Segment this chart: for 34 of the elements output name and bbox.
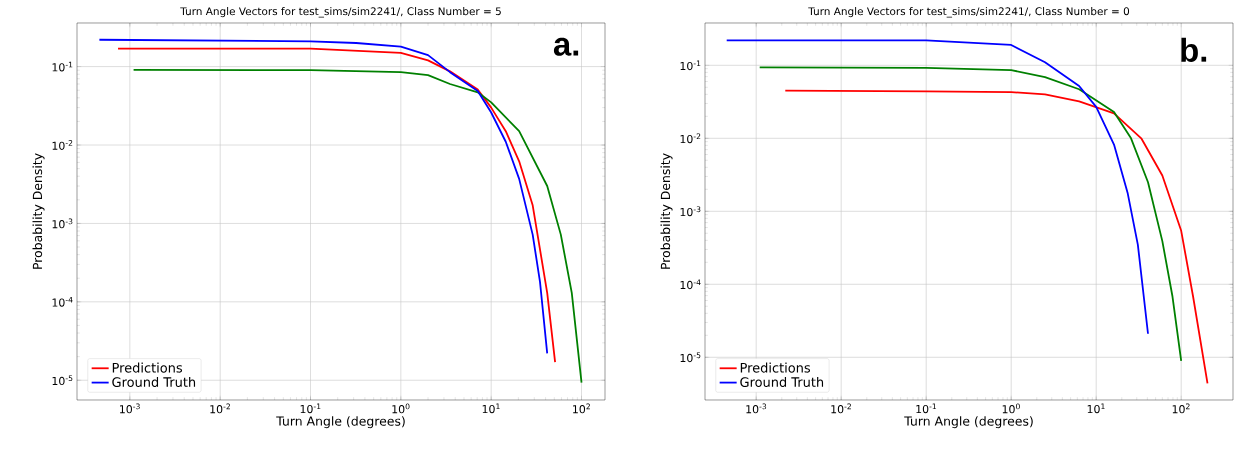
x-axis-title: Turn Angle (degrees) — [904, 416, 1033, 429]
x-tick-label: 10$^{-1}$ — [916, 403, 937, 414]
y-tick-label: 10$^{-4}$ — [52, 296, 73, 307]
y-tick-label: 10$^{-1}$ — [52, 61, 73, 72]
y-tick-label: 10$^{-2}$ — [680, 133, 701, 144]
x-tick-label: 10$^{1}$ — [482, 403, 500, 414]
y-tick-label: 10$^{-3}$ — [52, 218, 73, 229]
y-tick-label: 10$^{-3}$ — [680, 206, 701, 217]
annotation: a. — [553, 37, 579, 56]
y-axis-title: Probability Density — [32, 153, 45, 269]
y-tick-label: 10$^{-4}$ — [680, 279, 701, 290]
annotation: b. — [1181, 37, 1207, 62]
chart-title: Turn Angle Vectors for test_sims/sim2241/, Class Number = 0 — [808, 7, 1130, 18]
x-tick-label: 10$^{-1}$ — [300, 403, 321, 414]
legend-label: Ground Truth — [112, 376, 196, 387]
x-tick-label: 10$^{-3}$ — [746, 403, 767, 414]
y-tick-label: 10$^{-1}$ — [680, 60, 701, 71]
x-tick-label: 10$^{-3}$ — [120, 403, 140, 414]
chart-title: Turn Angle Vectors for test_sims/sim2241/, Class Number = 5 — [180, 7, 501, 18]
x-tick-label: 10$^{-2}$ — [831, 403, 851, 414]
legend-label: Predictions — [740, 362, 811, 373]
legend-label: Predictions — [112, 362, 183, 373]
x-tick-label: 10$^{-2}$ — [210, 403, 230, 414]
x-tick-label: 10$^{2}$ — [1172, 403, 1190, 414]
x-tick-label: 10$^{1}$ — [1087, 403, 1105, 414]
y-tick-label: 10$^{-5}$ — [680, 352, 701, 363]
y-axis-title: Probability Density — [660, 153, 673, 269]
x-tick-label: 10$^{0}$ — [392, 403, 410, 414]
y-tick-label: 10$^{-5}$ — [52, 375, 73, 386]
x-axis-title: Turn Angle (degrees) — [276, 416, 405, 429]
x-tick-label: 10$^{0}$ — [1002, 403, 1020, 414]
x-tick-label: 10$^{2}$ — [573, 403, 590, 414]
y-tick-label: 10$^{-2}$ — [52, 140, 73, 150]
legend-label: Ground Truth — [740, 376, 824, 387]
